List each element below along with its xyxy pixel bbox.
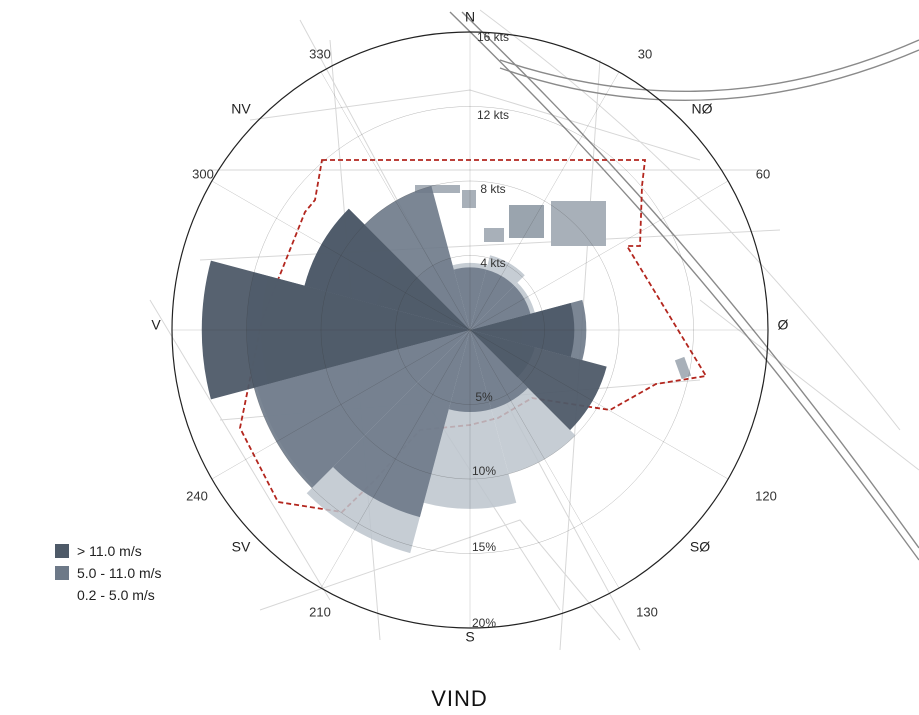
ring-5 <box>395 255 545 405</box>
legend-label-mid: 5.0 - 11.0 m/s <box>77 565 162 581</box>
angle-label-120: 120 <box>755 488 777 503</box>
direction-label-6: V <box>151 317 161 333</box>
legend-swatch-mid <box>55 566 69 580</box>
sector-0-2-5-0-m-s-180 <box>423 330 517 509</box>
angle-label-30: 30 <box>638 46 652 61</box>
radial-line-300 <box>211 180 471 331</box>
radial-line-210 <box>320 329 471 589</box>
legend-item-low: 0.2 - 5.0 m/s <box>55 584 162 606</box>
chart-title: VIND <box>431 686 488 711</box>
speed-ring-label-3: 16 kts <box>477 30 509 44</box>
wind-sectors <box>201 186 607 554</box>
legend-label-low: 0.2 - 5.0 m/s <box>77 587 155 603</box>
radial-line-330 <box>320 71 471 331</box>
outer-ring <box>171 31 769 629</box>
direction-label-4: S <box>465 629 474 645</box>
radial-line-240 <box>211 329 471 480</box>
legend-swatch-high <box>55 544 69 558</box>
direction-label-5: SV <box>232 539 251 555</box>
direction-label-7: NV <box>231 101 251 117</box>
sector--11-0-m-s-300 <box>304 208 470 330</box>
sector-5-0-11-0-m-s-30 <box>470 269 515 330</box>
direction-label-2: Ø <box>778 317 789 333</box>
angle-label-330: 330 <box>309 46 331 61</box>
sector--11-0-m-s-270 <box>201 260 471 400</box>
radial-line-120 <box>469 329 729 480</box>
sector--11-0-m-s-120 <box>470 330 607 431</box>
sector-5-0-11-0-m-s-0 <box>453 267 487 330</box>
direction-label-3: SØ <box>690 539 710 555</box>
ring-15 <box>246 106 694 554</box>
sector-5-0-11-0-m-s-330 <box>364 186 470 330</box>
percent-ring-label-1: 10% <box>472 464 496 478</box>
sector-5-0-11-0-m-s-150 <box>470 330 528 410</box>
angle-label-210: 210 <box>309 604 331 619</box>
legend: > 11.0 m/s 5.0 - 11.0 m/s 0.2 - 5.0 m/s <box>55 540 162 606</box>
angle-label-300: 300 <box>192 166 214 181</box>
angle-label-130: 130 <box>636 604 658 619</box>
chart-labels: N NØ Ø SØ S SV V NV 30 60 120 130 210 240 300 330 4 kts 8… <box>151 9 788 645</box>
percent-ring-label-3: 20% <box>472 616 496 630</box>
percent-ring-label-2: 15% <box>472 540 496 554</box>
legend-item-high: > 11.0 m/s <box>55 540 162 562</box>
direction-label-1: NØ <box>692 101 713 117</box>
percent-ring-label-0: 5% <box>475 390 493 404</box>
legend-swatch-low <box>55 588 69 602</box>
sector-5-0-11-0-m-s-240 <box>254 330 470 488</box>
map-buildings <box>415 185 692 380</box>
speed-ring-label-2: 12 kts <box>477 108 509 122</box>
radial-line-150 <box>469 329 620 589</box>
sector-5-0-11-0-m-s-60 <box>470 285 531 330</box>
direction-label-0: N <box>465 9 475 25</box>
speed-ring-label-1: 8 kts <box>480 182 505 196</box>
angle-label-240: 240 <box>186 488 208 503</box>
ring-10 <box>320 180 620 480</box>
sector-5-0-11-0-m-s-210 <box>333 330 470 518</box>
sector--11-0-m-s-90 <box>470 303 575 357</box>
radial-line-60 <box>469 180 729 331</box>
railway <box>449 11 919 561</box>
chart-rings <box>171 31 769 629</box>
sector-5-0-11-0-m-s-180 <box>448 330 492 412</box>
speed-ring-label-0: 4 kts <box>480 256 505 270</box>
legend-label-high: > 11.0 m/s <box>77 543 142 559</box>
radial-line-30 <box>469 71 620 331</box>
angle-label-60: 60 <box>756 166 770 181</box>
legend-item-mid: 5.0 - 11.0 m/s <box>55 562 162 584</box>
